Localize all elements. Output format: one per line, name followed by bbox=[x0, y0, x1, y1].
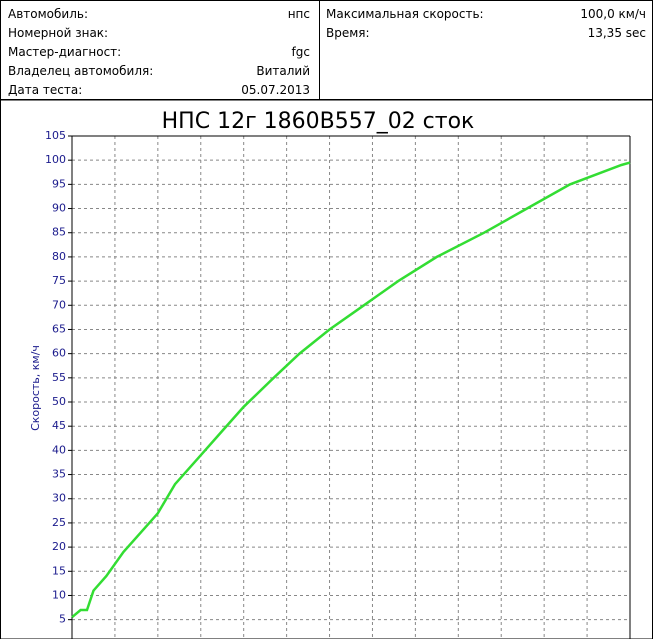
info-label: Мастер-диагност: bbox=[8, 45, 122, 59]
y-tick-label: 60 bbox=[52, 347, 66, 360]
y-tick-label: 10 bbox=[52, 588, 66, 601]
y-tick-label: 30 bbox=[52, 492, 66, 505]
y-tick-label: 65 bbox=[52, 322, 66, 335]
chart-title: НПС 12г 1860В557_02 сток bbox=[162, 109, 475, 134]
y-tick-label: 100 bbox=[45, 153, 66, 166]
info-row: Время: 13,35 sec bbox=[326, 24, 646, 42]
info-value: 100,0 км/ч bbox=[580, 7, 646, 21]
info-value: нпс bbox=[287, 7, 310, 21]
y-tick-label: 105 bbox=[45, 129, 66, 142]
y-tick-label: 55 bbox=[52, 371, 66, 384]
info-label: Автомобиль: bbox=[8, 7, 88, 21]
info-row: Максимальная скорость: 100,0 км/ч bbox=[326, 5, 646, 23]
info-label: Дата теста: bbox=[8, 83, 83, 97]
y-tick-label: 90 bbox=[52, 202, 66, 215]
y-tick-label: 80 bbox=[52, 250, 66, 263]
info-row: Номерной знак: bbox=[8, 24, 310, 42]
info-row: Мастер-диагност: fgc bbox=[8, 43, 310, 61]
info-label: Владелец автомобиля: bbox=[8, 64, 154, 78]
y-tick-label: 85 bbox=[52, 226, 66, 239]
y-tick-label: 5 bbox=[59, 613, 66, 626]
chart-frame bbox=[0, 99, 653, 639]
info-row: Дата теста: 05.07.2013 bbox=[8, 81, 310, 99]
y-tick-label: 35 bbox=[52, 468, 66, 481]
info-value: fgc bbox=[291, 45, 310, 59]
y-tick-label: 40 bbox=[52, 443, 66, 456]
header-divider bbox=[319, 0, 320, 100]
info-row: Владелец автомобиля: Виталий bbox=[8, 62, 310, 80]
info-label: Максимальная скорость: bbox=[326, 7, 484, 21]
y-tick-label: 15 bbox=[52, 564, 66, 577]
info-value: 05.07.2013 bbox=[241, 83, 310, 97]
y-tick-label: 75 bbox=[52, 274, 66, 287]
info-value: Виталий bbox=[256, 64, 310, 78]
y-tick-label: 95 bbox=[52, 177, 66, 190]
y-tick-label: 50 bbox=[52, 395, 66, 408]
y-tick-label: 70 bbox=[52, 298, 66, 311]
speed-line bbox=[71, 161, 631, 619]
info-value: 13,35 sec bbox=[587, 26, 646, 40]
info-label: Номерной знак: bbox=[8, 26, 109, 40]
y-axis-label: Скорость, км/ч bbox=[29, 345, 42, 431]
y-tick-label: 20 bbox=[52, 540, 66, 553]
y-tick-label: 45 bbox=[52, 419, 66, 432]
info-label: Время: bbox=[326, 26, 370, 40]
y-tick-label: 25 bbox=[52, 516, 66, 529]
info-row: Автомобиль: нпс bbox=[8, 5, 310, 23]
